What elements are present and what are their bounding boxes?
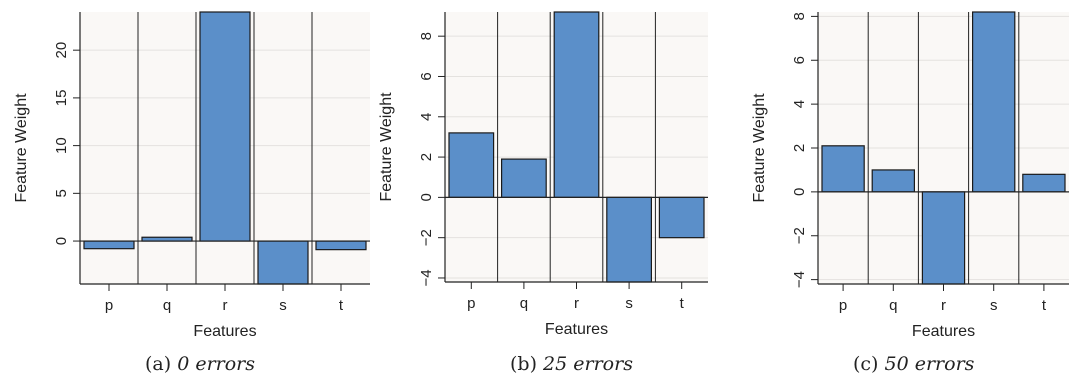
chart-panel-b: −4 −2 0 2 4 6 8 p q r s t Features Feature Weight [378, 11, 708, 338]
caption-c-tag: (c) [853, 353, 879, 375]
caption-c: (c) 50 errors [853, 353, 974, 375]
bar-a-r [199, 11, 251, 242]
x-tick-label-c-q: q [889, 297, 897, 314]
y-tick-label-c-1: −2 [791, 227, 808, 244]
x-tick-label-b-r: r [574, 295, 579, 312]
x-tick-label-a-s: s [279, 297, 287, 314]
bar-b-s [606, 196, 652, 283]
bar-c-p [821, 145, 865, 193]
caption-a-text: 0 errors [177, 353, 256, 375]
bar-c-s [971, 11, 1016, 193]
y-tick-label-b-1: −2 [418, 229, 435, 246]
x-tick-label-c-t: t [1042, 297, 1047, 314]
caption-b-text: 25 errors [543, 353, 633, 375]
caption-c-text: 50 errors [884, 353, 975, 375]
chart-panel-c: −4 −2 0 2 4 6 8 p q r s t Features Feature Weight [751, 11, 1069, 340]
y-tick-label-b-3: 2 [418, 153, 435, 161]
y-tick-label-c-3: 2 [791, 144, 808, 152]
x-tick-label-b-q: q [520, 295, 528, 312]
x-axis-title-c: Features [912, 323, 975, 340]
y-tick-label-b-2: 0 [418, 193, 435, 201]
bar-c-r [921, 191, 966, 285]
chart-panel-a: 0 5 10 15 20 p q r s t Features Feature Weight [13, 11, 370, 340]
x-axis-title-b: Features [545, 321, 608, 338]
y-axis-title-c: Feature Weight [751, 93, 768, 203]
y-tick-label-a-1: 5 [53, 189, 70, 197]
y-tick-label-a-3: 15 [53, 90, 70, 107]
y-axis-title-a: Feature Weight [13, 93, 30, 203]
x-tick-label-b-s: s [625, 295, 633, 312]
x-tick-label-c-s: s [990, 297, 998, 314]
y-tick-label-c-0: −4 [791, 271, 808, 288]
y-tick-label-c-5: 6 [791, 56, 808, 64]
bar-a-s [257, 240, 309, 285]
y-tick-label-a-4: 20 [53, 42, 70, 59]
x-tick-label-c-p: p [839, 297, 847, 314]
bar-b-p [448, 132, 495, 198]
bar-a-t [315, 240, 367, 251]
caption-a-tag: (a) [145, 353, 172, 375]
y-tick-label-c-6: 8 [791, 12, 808, 20]
y-tick-label-b-4: 4 [418, 113, 435, 121]
x-tick-label-b-t: t [680, 295, 685, 312]
x-tick-label-a-q: q [163, 297, 171, 314]
bar-b-r [553, 11, 600, 198]
y-tick-label-b-5: 6 [418, 72, 435, 80]
bar-c-t [1022, 173, 1066, 193]
y-axis-title-b: Feature Weight [378, 92, 395, 202]
caption-a: (a) 0 errors [145, 353, 255, 375]
bar-b-q [501, 158, 547, 198]
caption-b: (b) 25 errors [510, 353, 633, 375]
x-tick-label-a-r: r [223, 297, 228, 314]
x-axis-title-a: Features [193, 323, 256, 340]
x-tick-label-b-p: p [467, 295, 475, 312]
x-tick-label-a-p: p [105, 297, 113, 314]
bar-c-q [871, 169, 916, 193]
bar-a-p [83, 240, 135, 250]
y-tick-label-b-6: 8 [418, 32, 435, 40]
x-tick-label-a-t: t [339, 297, 344, 314]
x-tick-label-c-r: r [941, 297, 946, 314]
y-tick-label-b-0: −4 [418, 269, 435, 286]
y-tick-label-a-2: 10 [53, 137, 70, 154]
caption-b-tag: (b) [510, 353, 537, 375]
y-tick-label-c-2: 0 [791, 188, 808, 196]
y-tick-label-a-0: 0 [53, 237, 70, 245]
y-tick-label-c-4: 4 [791, 100, 808, 108]
bar-b-t [658, 196, 705, 239]
